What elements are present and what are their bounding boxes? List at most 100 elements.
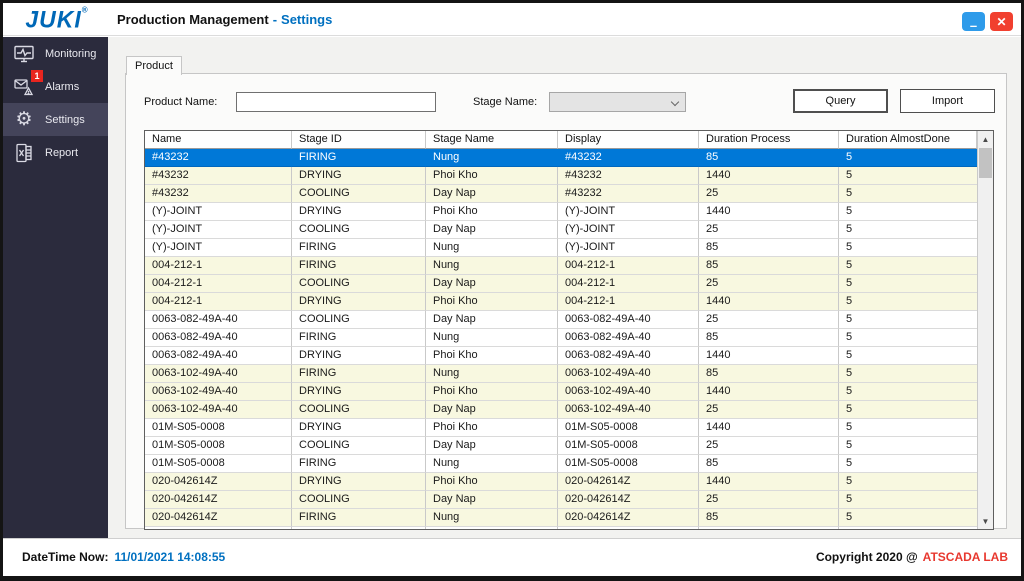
- cell-stage-id: FIRING: [292, 365, 426, 383]
- cell-stage-id: DRYING: [292, 473, 426, 491]
- cell-stage-name: Phoi Kho: [426, 293, 558, 311]
- cell-duration-almostdone: 5: [839, 149, 977, 167]
- scrollbar-up-arrow-icon[interactable]: ▲: [978, 131, 993, 147]
- import-button-label: Import: [932, 95, 963, 107]
- table-row[interactable]: (Y)-JOINT COOLING Day Nap (Y)-JOINT 25 5: [145, 221, 977, 239]
- tab-product-label: Product: [135, 60, 173, 72]
- cell-name: 020-042614-2: [145, 527, 292, 529]
- query-button-label: Query: [826, 95, 856, 107]
- sidebar-item-report[interactable]: Report: [3, 136, 108, 169]
- close-button[interactable]: ✕: [990, 12, 1013, 31]
- cell-duration-process: 1440: [699, 203, 839, 221]
- table-row[interactable]: (Y)-JOINT DRYING Phoi Kho (Y)-JOINT 1440…: [145, 203, 977, 221]
- stage-name-select[interactable]: [549, 92, 686, 112]
- scrollbar-down-arrow-icon[interactable]: ▼: [978, 513, 993, 529]
- cell-stage-id: DRYING: [292, 419, 426, 437]
- table-row[interactable]: 0063-102-49A-40 FIRING Nung 0063-102-49A…: [145, 365, 977, 383]
- column-header-duration-process[interactable]: Duration Process: [699, 131, 839, 149]
- table-row[interactable]: #43232 DRYING Phoi Kho #43232 1440 5: [145, 167, 977, 185]
- table-row[interactable]: #43232 FIRING Nung #43232 85 5: [145, 149, 977, 167]
- status-bar: DateTime Now:11/01/2021 14:08:55 Copyrig…: [3, 538, 1021, 576]
- cell-stage-id: DRYING: [292, 347, 426, 365]
- table-body: #43232 FIRING Nung #43232 85 5 #43232 DR…: [145, 149, 977, 529]
- table-row[interactable]: 004-212-1 COOLING Day Nap 004-212-1 25 5: [145, 275, 977, 293]
- table-row[interactable]: (Y)-JOINT FIRING Nung (Y)-JOINT 85 5: [145, 239, 977, 257]
- cell-duration-almostdone: 5: [839, 527, 977, 529]
- cell-stage-id: COOLING: [292, 491, 426, 509]
- cell-stage-name: Day Nap: [426, 275, 558, 293]
- sidebar: Monitoring 1 Alarms ⚙ Settings: [3, 37, 108, 538]
- table-row[interactable]: 01M-S05-0008 FIRING Nung 01M-S05-0008 85…: [145, 455, 977, 473]
- query-button[interactable]: Query: [793, 89, 888, 113]
- table-row[interactable]: 004-212-1 FIRING Nung 004-212-1 85 5: [145, 257, 977, 275]
- cell-stage-name: Day Nap: [426, 491, 558, 509]
- table-row[interactable]: 01M-S05-0008 COOLING Day Nap 01M-S05-000…: [145, 437, 977, 455]
- cell-name: 0063-102-49A-40: [145, 383, 292, 401]
- cell-stage-name: Day Nap: [426, 437, 558, 455]
- import-button[interactable]: Import: [900, 89, 995, 113]
- sidebar-item-settings[interactable]: ⚙ Settings: [3, 103, 108, 136]
- copyright-prefix: Copyright 2020 @: [816, 550, 918, 564]
- cell-duration-process: 1440: [699, 347, 839, 365]
- table-row[interactable]: 0063-082-49A-40 COOLING Day Nap 0063-082…: [145, 311, 977, 329]
- cell-stage-id: COOLING: [292, 185, 426, 203]
- sidebar-item-label: Report: [45, 147, 78, 159]
- page-title: Production Management-Settings: [117, 12, 332, 27]
- table-vertical-scrollbar[interactable]: ▲ ▼: [977, 131, 993, 529]
- cell-duration-process: 25: [699, 185, 839, 203]
- copyright: Copyright 2020 @ATSCADA LAB: [816, 550, 1008, 564]
- cell-duration-almostdone: 5: [839, 329, 977, 347]
- cell-display: 004-212-1: [558, 257, 699, 275]
- cell-duration-process: 1440: [699, 293, 839, 311]
- table-row[interactable]: 020-042614Z FIRING Nung 020-042614Z 85 5: [145, 509, 977, 527]
- table-row[interactable]: 0063-102-49A-40 COOLING Day Nap 0063-102…: [145, 401, 977, 419]
- table-row[interactable]: #43232 COOLING Day Nap #43232 25 5: [145, 185, 977, 203]
- column-header-stage-id[interactable]: Stage ID: [292, 131, 426, 149]
- cell-name: 0063-102-49A-40: [145, 401, 292, 419]
- product-name-input[interactable]: [236, 92, 436, 112]
- table-row[interactable]: 020-042614-2 DRYING Phoi Kho 020-042614-…: [145, 527, 977, 529]
- cell-duration-process: 1440: [699, 167, 839, 185]
- sidebar-item-monitoring[interactable]: Monitoring: [3, 37, 108, 70]
- cell-stage-id: FIRING: [292, 257, 426, 275]
- cell-stage-name: Nung: [426, 455, 558, 473]
- column-header-stage-name[interactable]: Stage Name: [426, 131, 558, 149]
- table-row[interactable]: 0063-102-49A-40 DRYING Phoi Kho 0063-102…: [145, 383, 977, 401]
- cell-stage-name: Nung: [426, 365, 558, 383]
- cell-stage-id: DRYING: [292, 167, 426, 185]
- cell-name: 004-212-1: [145, 293, 292, 311]
- close-icon: ✕: [996, 15, 1006, 29]
- minimize-button[interactable]: –: [962, 12, 985, 31]
- table-row[interactable]: 004-212-1 DRYING Phoi Kho 004-212-1 1440…: [145, 293, 977, 311]
- cell-duration-almostdone: 5: [839, 437, 977, 455]
- cell-display: 020-042614Z: [558, 491, 699, 509]
- sidebar-item-label: Monitoring: [45, 48, 96, 60]
- cell-display: (Y)-JOINT: [558, 221, 699, 239]
- cell-name: #43232: [145, 167, 292, 185]
- minimize-icon: –: [970, 18, 977, 33]
- cell-duration-process: 85: [699, 239, 839, 257]
- column-header-duration-almostdone[interactable]: Duration AlmostDone: [839, 131, 977, 149]
- cell-duration-almostdone: 5: [839, 293, 977, 311]
- table-row[interactable]: 020-042614Z DRYING Phoi Kho 020-042614Z …: [145, 473, 977, 491]
- cell-name: 0063-102-49A-40: [145, 365, 292, 383]
- tab-product[interactable]: Product: [126, 56, 182, 75]
- cell-stage-id: COOLING: [292, 401, 426, 419]
- table-row[interactable]: 0063-082-49A-40 FIRING Nung 0063-082-49A…: [145, 329, 977, 347]
- table-row[interactable]: 020-042614Z COOLING Day Nap 020-042614Z …: [145, 491, 977, 509]
- cell-stage-name: Day Nap: [426, 185, 558, 203]
- table-row[interactable]: 01M-S05-0008 DRYING Phoi Kho 01M-S05-000…: [145, 419, 977, 437]
- table-row[interactable]: 0063-082-49A-40 DRYING Phoi Kho 0063-082…: [145, 347, 977, 365]
- column-header-display[interactable]: Display: [558, 131, 699, 149]
- scrollbar-thumb[interactable]: [979, 148, 992, 178]
- cell-display: 0063-082-49A-40: [558, 329, 699, 347]
- title-bar: JUKI® Production Management-Settings – ✕: [3, 3, 1021, 36]
- datetime-value: 11/01/2021 14:08:55: [114, 550, 225, 564]
- cell-display: 020-042614Z: [558, 473, 699, 491]
- column-header-name[interactable]: Name: [145, 131, 292, 149]
- cell-stage-name: Phoi Kho: [426, 383, 558, 401]
- cell-stage-name: Nung: [426, 149, 558, 167]
- juki-logo: JUKI®: [3, 6, 111, 33]
- cell-display: #43232: [558, 185, 699, 203]
- sidebar-item-alarms[interactable]: 1 Alarms: [3, 70, 108, 103]
